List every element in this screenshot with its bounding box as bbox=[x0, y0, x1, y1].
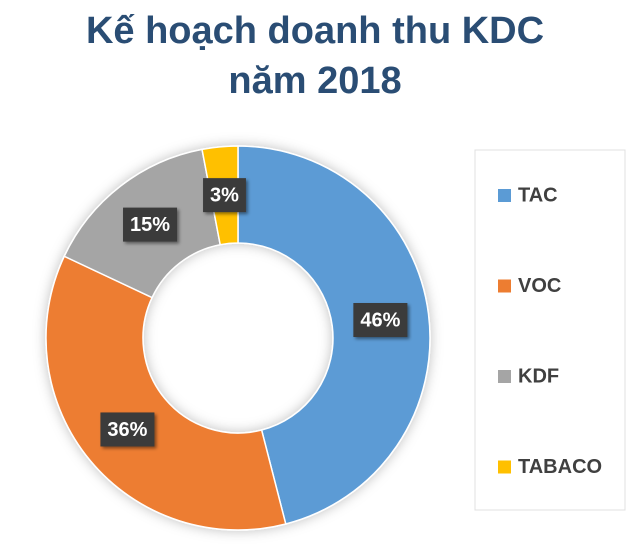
legend-label: KDF bbox=[518, 365, 559, 387]
legend-label: TABACO bbox=[518, 456, 602, 478]
legend-swatch bbox=[498, 189, 511, 202]
donut bbox=[45, 145, 431, 531]
data-label: 15% bbox=[123, 207, 178, 242]
data-label-text: 3% bbox=[210, 184, 239, 206]
chart-title: Kế hoạch doanh thu KDC năm 2018 bbox=[85, 10, 545, 102]
donut-segment bbox=[45, 255, 287, 531]
legend-swatch bbox=[498, 460, 511, 474]
data-label: 36% bbox=[100, 412, 155, 447]
legend-swatch bbox=[498, 370, 511, 383]
data-label-box bbox=[353, 303, 408, 338]
data-label: 46% bbox=[353, 303, 408, 338]
legend-label: TAC bbox=[518, 184, 558, 206]
donut-segment bbox=[237, 145, 431, 525]
legend-label: VOC bbox=[518, 275, 561, 297]
data-label-box bbox=[123, 207, 178, 242]
legend-swatch bbox=[498, 279, 511, 293]
legend-box bbox=[474, 149, 626, 511]
data-label-text: 36% bbox=[107, 419, 147, 441]
data-label: 3% bbox=[203, 178, 246, 213]
data-label-box bbox=[100, 412, 155, 447]
data-label-text: 46% bbox=[360, 309, 400, 331]
data-label-box bbox=[203, 178, 246, 213]
data-label-text: 15% bbox=[130, 214, 170, 236]
